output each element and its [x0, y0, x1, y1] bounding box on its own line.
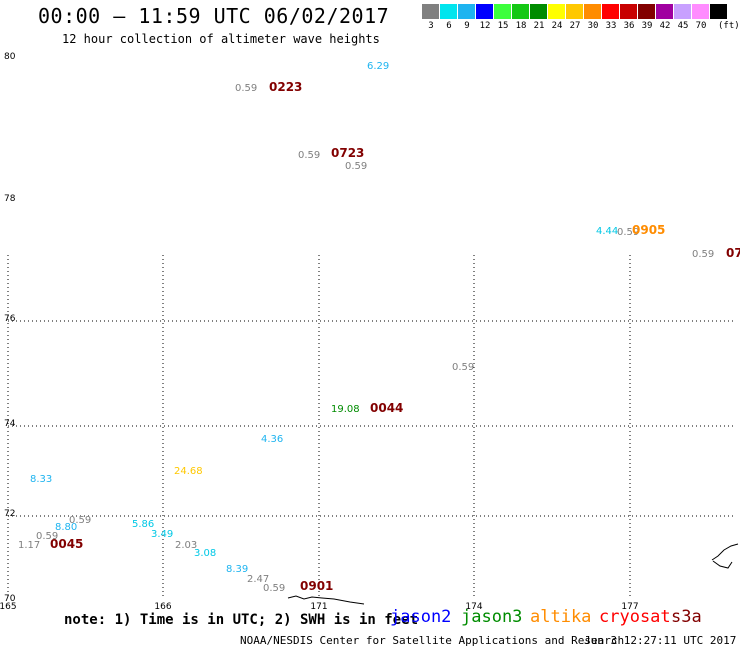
wave-height-value: 3.08: [194, 548, 216, 559]
color-scale-legend: [422, 4, 728, 19]
legend-swatch: [566, 4, 584, 19]
latitude-labels: 80 78 76 74 72 70: [4, 52, 16, 604]
legend-swatch: [656, 4, 674, 19]
lon-label: 166: [154, 602, 171, 612]
lon-label: 177: [621, 602, 638, 612]
note-text: note: 1) Time is in UTC; 2) SWH is in fe…: [64, 612, 419, 628]
legend-label: 18: [515, 21, 527, 31]
wave-height-value: 2.47: [247, 574, 269, 585]
legend-unit: (ft): [718, 21, 740, 31]
wave-height-value: 0.59: [263, 583, 285, 594]
wave-height-value: 1.17: [18, 540, 40, 551]
legend-label: 36: [623, 21, 635, 31]
coastline-east: [711, 543, 739, 569]
legend-label: 15: [497, 21, 509, 31]
satellite-altika: altika: [530, 607, 592, 627]
credit-text: NOAA/NESDIS Center for Satellite Applica…: [240, 634, 625, 647]
legend-label: 27: [569, 21, 581, 31]
wave-height-value: 4.44: [596, 226, 618, 237]
satellite-s3a: s3a: [671, 607, 702, 627]
pass-time-label: 0045: [50, 537, 83, 551]
legend-swatch: [494, 4, 512, 19]
legend-swatch: [620, 4, 638, 19]
lat-label: 70: [4, 594, 16, 604]
coastlines: [287, 543, 739, 605]
wave-height-value: 4.36: [261, 434, 283, 445]
lat-label: 76: [4, 314, 16, 324]
legend-label: 30: [587, 21, 599, 31]
legend-label: 24: [551, 21, 563, 31]
legend-label: 39: [641, 21, 653, 31]
wave-height-value: 0.59: [345, 161, 367, 172]
page-title: 00:00 – 11:59 UTC 06/02/2017: [38, 4, 390, 28]
pass-time-label: 0901: [300, 579, 333, 593]
pass-time-label: 0905: [632, 223, 665, 237]
legend-swatch: [710, 4, 728, 19]
page-subtitle: 12 hour collection of altimeter wave hei…: [62, 32, 380, 46]
lat-label: 74: [4, 419, 16, 429]
pass-time-label: 0044: [370, 401, 403, 415]
legend-label: 45: [677, 21, 689, 31]
wave-height-value: 5.86: [132, 519, 154, 530]
wave-height-value: 19.08: [331, 404, 360, 415]
legend-swatch: [584, 4, 602, 19]
wave-height-value: 2.03: [175, 540, 197, 551]
legend-swatch: [674, 4, 692, 19]
pass-time-label: 0723: [331, 146, 364, 160]
legend-label: 6: [446, 21, 452, 31]
legend-swatch: [602, 4, 620, 19]
satellite-jason2: jason2: [390, 607, 452, 627]
legend-swatch: [512, 4, 530, 19]
wave-height-value: 8.80: [55, 522, 77, 533]
pass-time-label: 07: [726, 246, 740, 260]
legend-label: 3: [428, 21, 434, 31]
legend-swatch: [638, 4, 656, 19]
legend-swatch: [530, 4, 548, 19]
legend-label: 9: [464, 21, 470, 31]
legend-label: 33: [605, 21, 617, 31]
legend-swatch: [422, 4, 440, 19]
lon-label: 171: [310, 602, 327, 612]
legend-swatch: [692, 4, 710, 19]
pass-time-label: 0223: [269, 80, 302, 94]
wave-height-value: 0.59: [452, 362, 474, 373]
wave-height-value: 6.29: [367, 61, 389, 72]
wave-height-value: 0.59: [235, 83, 257, 94]
wave-height-value: 8.33: [30, 474, 52, 485]
wave-height-value: 0.59: [36, 531, 58, 542]
satellite-cryosat: cryosat: [599, 607, 671, 627]
legend-swatch: [458, 4, 476, 19]
legend-label: 12: [479, 21, 491, 31]
wave-height-value: 3.49: [151, 529, 173, 540]
timestamp-text: Jun 3 12:27:11 UTC 2017: [584, 634, 737, 647]
wave-height-value: 0.59: [692, 249, 714, 260]
legend-label: 42: [659, 21, 671, 31]
legend-label: 70: [695, 21, 707, 31]
longitude-labels: 165 166 171 174 177: [0, 602, 639, 612]
graticule: [7, 255, 736, 598]
legend-swatch: [548, 4, 566, 19]
wave-height-value: 24.68: [174, 466, 203, 477]
satellite-jason3: jason3: [461, 607, 523, 627]
lon-label: 174: [465, 602, 482, 612]
wave-height-value: 0.59: [617, 227, 639, 238]
lat-label: 78: [4, 194, 16, 204]
lon-label: 165: [0, 602, 17, 612]
legend-label: 21: [533, 21, 545, 31]
legend-swatch: [476, 4, 494, 19]
legend-swatch: [440, 4, 458, 19]
coastline-south: [287, 595, 365, 605]
lat-label: 80: [4, 52, 16, 62]
wave-height-value: 0.59: [298, 150, 320, 161]
lat-label: 72: [4, 509, 15, 519]
wave-height-value: 8.39: [226, 564, 248, 575]
wave-height-value: 0.59: [69, 515, 91, 526]
